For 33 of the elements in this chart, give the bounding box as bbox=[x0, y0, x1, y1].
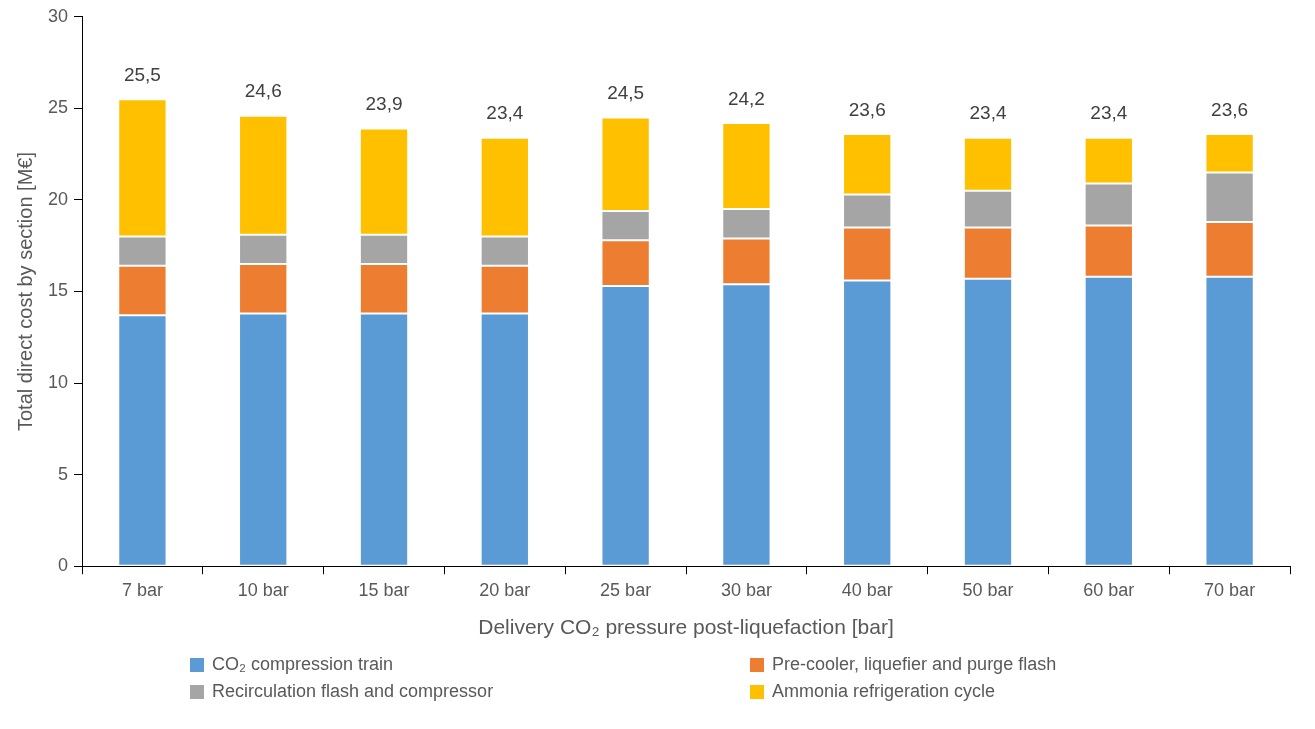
x-tick-label: 50 bar bbox=[962, 579, 1014, 600]
y-tick-label: 20 bbox=[47, 188, 69, 209]
x-tick-label: 30 bar bbox=[720, 579, 772, 600]
x-tick-label: 60 bar bbox=[1083, 579, 1135, 600]
x-tick-label: 10 bar bbox=[237, 579, 289, 600]
x-tick-label: 70 bar bbox=[1204, 579, 1256, 600]
legend-label: Recirculation flash and compressor bbox=[212, 681, 494, 702]
total-label: 23,6 bbox=[1211, 98, 1249, 120]
total-label: 25,5 bbox=[123, 63, 161, 85]
y-tick-label: 5 bbox=[58, 463, 69, 484]
y-tick-label: 15 bbox=[47, 280, 69, 301]
total-label: 23,4 bbox=[486, 102, 524, 124]
x-tick-label: 15 bar bbox=[358, 579, 410, 600]
x-tick-label: 20 bar bbox=[479, 579, 531, 600]
y-tick-label: 0 bbox=[58, 555, 69, 576]
y-axis-title: Total direct cost by section [M€] bbox=[13, 151, 36, 432]
x-axis-title: Delivery CO₂ pressure post-liquefaction [bar] bbox=[478, 615, 894, 639]
x-tick-label: 7 bar bbox=[121, 579, 163, 600]
total-label: 24,6 bbox=[244, 80, 282, 102]
legend-label: Pre-cooler, liquefier and purge flash bbox=[772, 654, 1057, 675]
x-tick-label: 40 bar bbox=[841, 579, 893, 600]
y-tick-label: 10 bbox=[47, 372, 69, 393]
total-label: 23,4 bbox=[969, 102, 1007, 124]
total-label: 24,5 bbox=[607, 82, 645, 104]
x-tick-label: 25 bar bbox=[600, 579, 652, 600]
total-label: 23,6 bbox=[848, 98, 886, 120]
legend-label: Ammonia refrigeration cycle bbox=[772, 681, 996, 702]
total-label: 24,2 bbox=[727, 87, 765, 109]
total-label: 23,9 bbox=[365, 93, 403, 115]
y-tick-label: 25 bbox=[47, 97, 69, 118]
total-label: 23,4 bbox=[1090, 102, 1128, 124]
legend-label: CO₂ compression train bbox=[212, 654, 394, 675]
y-tick-label: 30 bbox=[47, 5, 69, 26]
